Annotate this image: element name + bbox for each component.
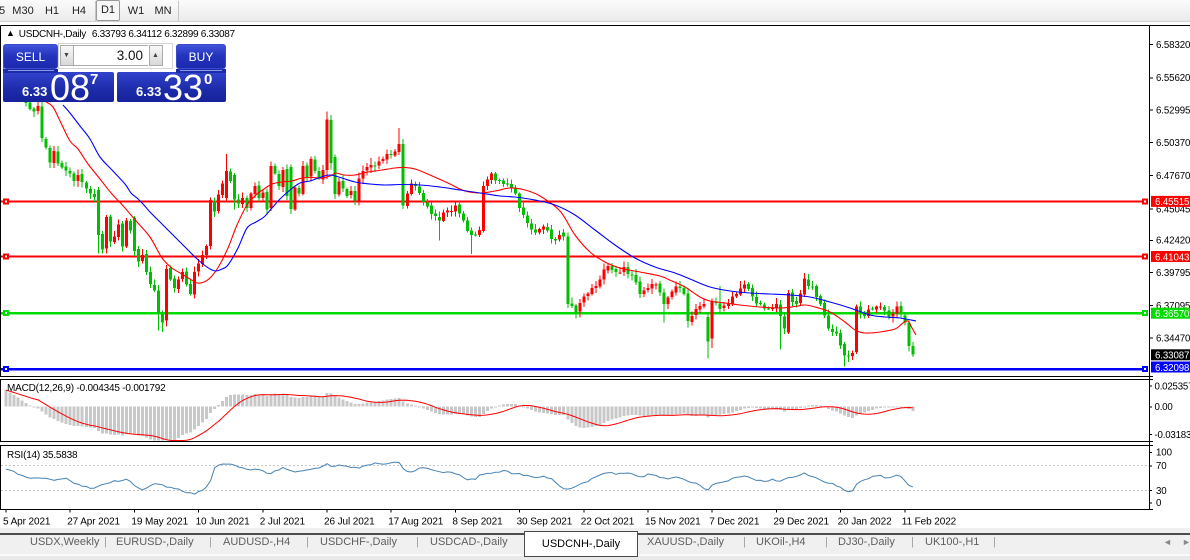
svg-text:6.58320: 6.58320 — [1156, 40, 1190, 51]
svg-text:6.47670: 6.47670 — [1156, 171, 1190, 182]
svg-text:6.39795: 6.39795 — [1156, 268, 1190, 279]
svg-text:29 Dec 2021: 29 Dec 2021 — [773, 517, 829, 528]
svg-text:6.45045: 6.45045 — [1156, 204, 1190, 215]
svg-text:6.41043: 6.41043 — [1155, 252, 1189, 263]
svg-text:6.42420: 6.42420 — [1156, 236, 1190, 247]
svg-text:30 Sep 2021: 30 Sep 2021 — [517, 517, 573, 528]
svg-text:6.50370: 6.50370 — [1156, 138, 1190, 149]
svg-text:0.00: 0.00 — [1155, 402, 1174, 413]
svg-text:7 Dec 2021: 7 Dec 2021 — [709, 517, 760, 528]
svg-text:RSI(14) 35.5838: RSI(14) 35.5838 — [7, 450, 78, 461]
svg-text:26 Jul 2021: 26 Jul 2021 — [324, 517, 375, 528]
svg-text:6.52995: 6.52995 — [1156, 106, 1190, 117]
svg-text:0: 0 — [1156, 498, 1162, 509]
svg-text:5 Apr 2021: 5 Apr 2021 — [3, 517, 51, 528]
svg-text:17 Aug 2021: 17 Aug 2021 — [388, 517, 444, 528]
svg-text:15 Nov 2021: 15 Nov 2021 — [645, 517, 701, 528]
svg-text:70: 70 — [1156, 461, 1167, 472]
svg-text:20 Jan 2022: 20 Jan 2022 — [838, 517, 892, 528]
svg-text:2 Jul 2021: 2 Jul 2021 — [260, 517, 306, 528]
svg-text:10 Jun 2021: 10 Jun 2021 — [196, 517, 250, 528]
svg-text:6.36570: 6.36570 — [1155, 309, 1190, 320]
svg-text:11 Feb 2022: 11 Feb 2022 — [902, 517, 957, 528]
svg-text:100: 100 — [1156, 448, 1173, 459]
svg-text:27 Apr 2021: 27 Apr 2021 — [67, 517, 120, 528]
svg-text:6.32098: 6.32098 — [1155, 363, 1189, 374]
svg-text:MACD(12,26,9) -0.004345 -0.001: MACD(12,26,9) -0.004345 -0.001792 — [7, 383, 166, 394]
svg-text:0.025357: 0.025357 — [1155, 381, 1190, 392]
svg-text:22 Oct 2021: 22 Oct 2021 — [581, 517, 635, 528]
svg-text:6.45515: 6.45515 — [1155, 197, 1189, 208]
svg-text:8 Sep 2021: 8 Sep 2021 — [452, 517, 503, 528]
svg-text:6.37095: 6.37095 — [1156, 301, 1190, 312]
svg-text:19 May 2021: 19 May 2021 — [131, 517, 188, 528]
svg-text:6.55620: 6.55620 — [1156, 73, 1190, 84]
svg-text:30: 30 — [1156, 486, 1167, 497]
svg-text:6.34470: 6.34470 — [1156, 333, 1190, 344]
svg-text:6.33087: 6.33087 — [1155, 351, 1189, 362]
